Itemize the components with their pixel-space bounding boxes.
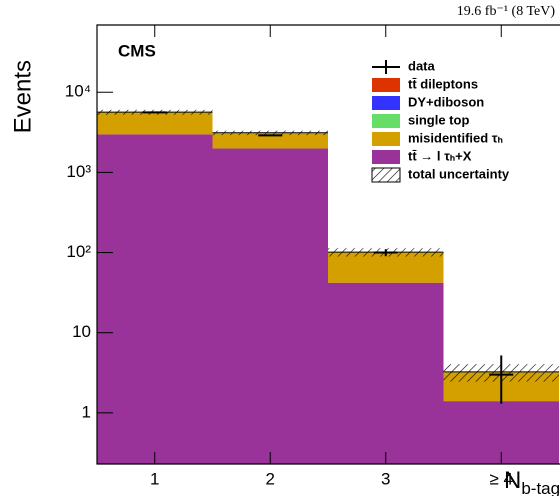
legend-label: misidentified τₕ bbox=[408, 130, 503, 145]
legend-swatch bbox=[372, 150, 400, 164]
legend-label: tt̄ dileptons bbox=[408, 76, 478, 91]
x-tick-label: 1 bbox=[150, 469, 159, 488]
histogram-bar bbox=[97, 112, 213, 135]
x-tick-label: 2 bbox=[266, 469, 275, 488]
x-axis-label: Nb-tag bbox=[504, 467, 560, 496]
legend-label: single top bbox=[408, 112, 469, 127]
legend-label: tt̄ → l τₕ+X bbox=[408, 148, 472, 163]
legend-swatch bbox=[372, 132, 400, 146]
legend-swatch bbox=[372, 114, 400, 128]
legend-swatch bbox=[372, 78, 400, 92]
y-tick-label: 10² bbox=[66, 242, 91, 261]
x-tick-label: 3 bbox=[381, 469, 390, 488]
axis-frame bbox=[96, 24, 560, 465]
lumi-label: 19.6 fb⁻¹ (8 TeV) bbox=[457, 4, 556, 19]
cms-label: CMS bbox=[118, 41, 156, 60]
x-tick-label: ≥ 4 bbox=[489, 469, 513, 488]
legend-label: data bbox=[408, 58, 436, 73]
histogram-bar bbox=[212, 133, 328, 149]
y-tick-label: 1 bbox=[82, 402, 91, 421]
x-axis-label-sub: b-tag bbox=[521, 479, 560, 496]
y-axis-label: Events bbox=[9, 60, 36, 133]
histogram-bar bbox=[328, 282, 444, 464]
y-tick-label: 10³ bbox=[66, 162, 91, 181]
x-axis-label-main: N bbox=[504, 467, 521, 494]
legend-label: total uncertainty bbox=[408, 166, 510, 181]
legend-swatch bbox=[372, 96, 400, 110]
histogram-bar bbox=[97, 134, 213, 464]
histogram-bar bbox=[328, 252, 444, 283]
y-tick-label: 10⁴ bbox=[65, 82, 91, 101]
y-tick-label: 10 bbox=[72, 322, 91, 341]
legend-swatch bbox=[371, 167, 401, 183]
histogram-bar bbox=[212, 148, 328, 464]
legend-label: DY+diboson bbox=[408, 94, 484, 109]
